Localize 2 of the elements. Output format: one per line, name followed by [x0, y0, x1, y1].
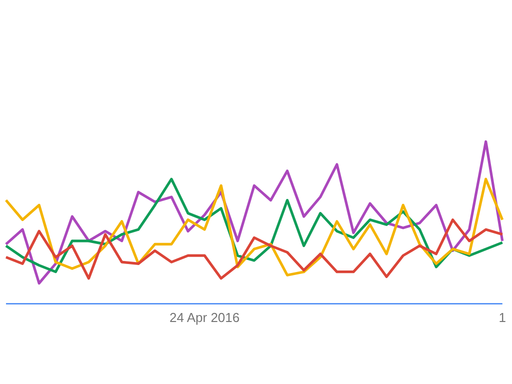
- x-tick-label: 24 Apr 2016: [169, 310, 240, 325]
- x-tick-label: 1: [498, 310, 506, 325]
